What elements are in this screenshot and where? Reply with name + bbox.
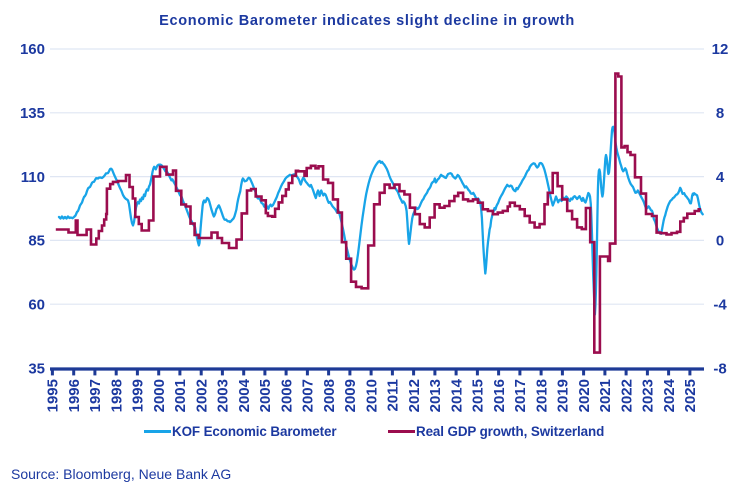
svg-text:1999: 1999: [130, 379, 147, 412]
svg-text:8: 8: [716, 105, 724, 122]
svg-text:2010: 2010: [363, 379, 380, 412]
svg-text:2024: 2024: [661, 378, 678, 412]
svg-text:2009: 2009: [342, 379, 359, 412]
svg-text:2011: 2011: [385, 379, 402, 412]
svg-text:35: 35: [28, 361, 45, 378]
svg-text:2014: 2014: [448, 378, 465, 412]
svg-text:-8: -8: [713, 361, 726, 378]
svg-text:160: 160: [20, 41, 45, 58]
svg-text:2015: 2015: [470, 379, 487, 412]
svg-text:2018: 2018: [533, 379, 550, 412]
svg-text:2007: 2007: [300, 379, 317, 412]
svg-text:-4: -4: [713, 296, 727, 313]
svg-text:2021: 2021: [597, 379, 614, 412]
svg-text:85: 85: [28, 233, 45, 250]
svg-text:2001: 2001: [172, 379, 189, 412]
svg-text:2025: 2025: [682, 379, 699, 412]
svg-text:2000: 2000: [151, 379, 168, 412]
svg-text:1997: 1997: [87, 379, 104, 412]
svg-text:2020: 2020: [576, 379, 593, 412]
svg-text:110: 110: [21, 169, 45, 186]
svg-text:2022: 2022: [618, 379, 635, 412]
svg-text:2005: 2005: [257, 379, 274, 412]
svg-text:2013: 2013: [427, 379, 444, 412]
svg-text:12: 12: [712, 41, 729, 58]
svg-text:2023: 2023: [640, 379, 657, 412]
svg-text:2017: 2017: [512, 379, 529, 412]
svg-text:135: 135: [20, 105, 45, 122]
svg-text:2008: 2008: [321, 379, 338, 412]
svg-text:2003: 2003: [215, 379, 232, 412]
svg-text:0: 0: [716, 233, 724, 250]
svg-text:1996: 1996: [66, 379, 83, 412]
svg-text:2004: 2004: [236, 378, 253, 412]
svg-text:1998: 1998: [108, 379, 125, 412]
svg-text:2006: 2006: [278, 379, 295, 412]
svg-text:2019: 2019: [555, 379, 572, 412]
svg-text:1995: 1995: [45, 379, 62, 412]
svg-text:60: 60: [28, 296, 45, 313]
svg-text:2016: 2016: [491, 379, 508, 412]
svg-text:2012: 2012: [406, 379, 423, 412]
svg-text:4: 4: [716, 169, 725, 186]
svg-text:2002: 2002: [193, 379, 210, 412]
